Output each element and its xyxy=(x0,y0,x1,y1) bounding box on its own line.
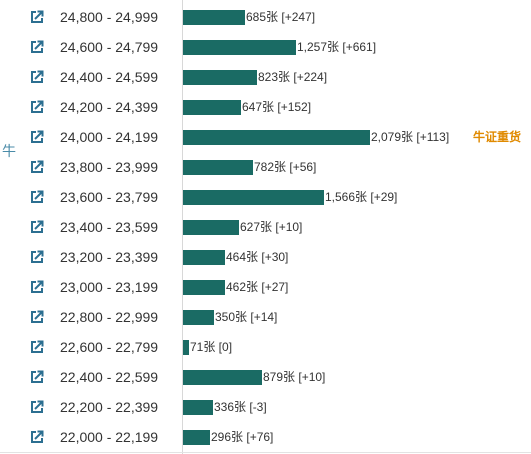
bar-value-label: 296张 [+76] xyxy=(211,430,274,444)
external-link-icon[interactable] xyxy=(30,280,44,294)
external-link-icon[interactable] xyxy=(30,310,44,324)
external-link-icon[interactable] xyxy=(30,70,44,84)
chart-row: 23,200 - 23,399 464张 [+30] xyxy=(0,242,531,272)
bar-value-label: 464张 [+30] xyxy=(226,250,289,264)
chart-row: 22,200 - 22,399 336张 [-3] xyxy=(0,392,531,422)
category-label: 22,800 - 22,999 xyxy=(60,309,159,325)
bull-heavy-annotation: 牛证重货 xyxy=(473,130,522,144)
chart-row: 23,400 - 23,599 627张 [+10] xyxy=(0,212,531,242)
external-link-icon[interactable] xyxy=(30,220,44,234)
bar-value-label: 1,566张 [+29] xyxy=(325,190,398,204)
category-label: 23,600 - 23,799 xyxy=(60,189,159,205)
external-link-icon[interactable] xyxy=(30,10,44,24)
chart-row: 24,800 - 24,999 685张 [+247] xyxy=(0,2,531,32)
category-label: 23,800 - 23,999 xyxy=(60,159,159,175)
bar xyxy=(183,160,253,175)
category-label: 22,000 - 22,199 xyxy=(60,429,159,445)
bar xyxy=(183,130,370,145)
category-label: 24,600 - 24,799 xyxy=(60,39,159,55)
bar xyxy=(183,340,189,355)
chart-row: 24,200 - 24,399 647张 [+152] xyxy=(0,92,531,122)
bar-value-label: 350张 [+14] xyxy=(215,310,278,324)
bar xyxy=(183,280,225,295)
bar-value-label: 2,079张 [+113] xyxy=(371,130,450,144)
category-label: 24,400 - 24,599 xyxy=(60,69,159,85)
chart-row: 22,400 - 22,599 879张 [+10] xyxy=(0,362,531,392)
bar xyxy=(183,220,239,235)
category-label: 23,000 - 23,199 xyxy=(60,279,159,295)
bar xyxy=(183,430,210,445)
category-label: 24,200 - 24,399 xyxy=(60,99,159,115)
external-link-icon[interactable] xyxy=(30,40,44,54)
bar-value-label: 71张 [0] xyxy=(190,340,233,354)
chart-row: 22,800 - 22,999 350张 [+14] xyxy=(0,302,531,332)
external-link-icon[interactable] xyxy=(30,370,44,384)
bar-value-label: 782张 [+56] xyxy=(254,160,317,174)
bar xyxy=(183,70,257,85)
chart-row: 24,000 - 24,199 2,079张 [+113] xyxy=(0,122,531,152)
bar xyxy=(183,40,296,55)
chart-row: 23,000 - 23,199 462张 [+27] xyxy=(0,272,531,302)
chart-row: 23,800 - 23,999 782张 [+56] xyxy=(0,152,531,182)
external-link-icon[interactable] xyxy=(30,250,44,264)
bar xyxy=(183,400,213,415)
bar-value-label: 879张 [+10] xyxy=(263,370,326,384)
bar xyxy=(183,190,324,205)
chart-row: 23,600 - 23,799 1,566张 [+29] xyxy=(0,182,531,212)
category-label: 22,200 - 22,399 xyxy=(60,399,159,415)
bar-value-label: 462张 [+27] xyxy=(226,280,289,294)
category-label: 23,200 - 23,399 xyxy=(60,249,159,265)
category-label: 24,000 - 24,199 xyxy=(60,129,159,145)
chart-row: 24,600 - 24,799 1,257张 [+661] xyxy=(0,32,531,62)
bottom-border xyxy=(0,452,531,453)
bull-side-label: 牛 xyxy=(2,143,16,159)
external-link-icon[interactable] xyxy=(30,100,44,114)
external-link-icon[interactable] xyxy=(30,430,44,444)
bar-value-label: 823张 [+224] xyxy=(258,70,328,84)
external-link-icon[interactable] xyxy=(30,130,44,144)
bar-value-label: 685张 [+247] xyxy=(246,10,316,24)
bar-value-label: 647张 [+152] xyxy=(242,100,312,114)
external-link-icon[interactable] xyxy=(30,340,44,354)
bar xyxy=(183,310,214,325)
category-label: 23,400 - 23,599 xyxy=(60,219,159,235)
bar xyxy=(183,370,262,385)
chart-row: 22,600 - 22,799 71张 [0] xyxy=(0,332,531,362)
category-axis-line xyxy=(182,0,183,454)
external-link-icon[interactable] xyxy=(30,190,44,204)
bar-value-label: 336张 [-3] xyxy=(214,400,267,414)
chart-row: 24,400 - 24,599 823张 [+224] xyxy=(0,62,531,92)
bar xyxy=(183,250,225,265)
category-label: 22,600 - 22,799 xyxy=(60,339,159,355)
bar xyxy=(183,10,245,25)
bar-value-label: 1,257张 [+661] xyxy=(297,40,377,54)
category-label: 22,400 - 22,599 xyxy=(60,369,159,385)
category-label: 24,800 - 24,999 xyxy=(60,9,159,25)
external-link-icon[interactable] xyxy=(30,400,44,414)
bar-value-label: 627张 [+10] xyxy=(240,220,303,234)
chart-row: 22,000 - 22,199 296张 [+76] xyxy=(0,422,531,452)
bar xyxy=(183,100,241,115)
external-link-icon[interactable] xyxy=(30,160,44,174)
